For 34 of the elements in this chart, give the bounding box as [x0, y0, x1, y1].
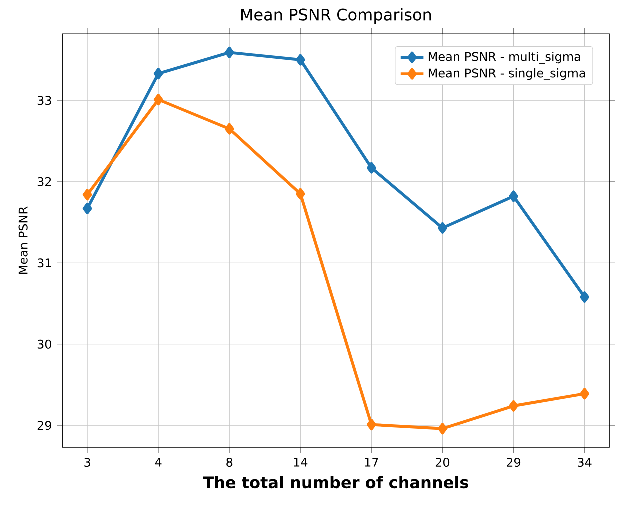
point	[580, 388, 590, 400]
y-tick-label: 32	[38, 177, 52, 186]
point	[580, 291, 590, 303]
point	[224, 46, 234, 58]
y-tick-label: 29	[38, 420, 52, 430]
point	[367, 418, 376, 430]
point	[154, 68, 164, 80]
point	[82, 202, 92, 214]
x-tick-label: 29	[506, 458, 521, 467]
y-tick-label: 30	[38, 340, 52, 349]
point	[367, 162, 376, 174]
x-tick-label: 3	[84, 458, 90, 467]
legend-label: Mean PSNR - single_sigma	[428, 68, 586, 80]
point	[296, 188, 306, 200]
chart-title: Mean PSNR Comparison	[241, 8, 432, 24]
x-tick-label: 20	[436, 458, 450, 467]
point	[509, 400, 518, 412]
legend-label: Mean PSNR - multi_sigma	[428, 52, 580, 64]
point	[224, 123, 234, 135]
x-tick-label: 8	[226, 458, 233, 467]
point	[509, 190, 518, 202]
point	[154, 94, 164, 106]
point	[296, 54, 306, 66]
x-tick-label: 14	[294, 458, 308, 467]
x-tick-label: 17	[365, 458, 378, 467]
point	[82, 189, 92, 200]
y-tick-label: 31	[38, 258, 52, 268]
y-tick-label: 33	[38, 96, 52, 106]
point	[438, 423, 448, 434]
x-axis-title: The total number of channels	[203, 476, 468, 488]
x-tick-label: 4	[155, 458, 162, 467]
point	[438, 222, 448, 234]
x-tick-label: 34	[578, 458, 592, 467]
y-axis-title: Mean PSNR	[18, 206, 28, 274]
